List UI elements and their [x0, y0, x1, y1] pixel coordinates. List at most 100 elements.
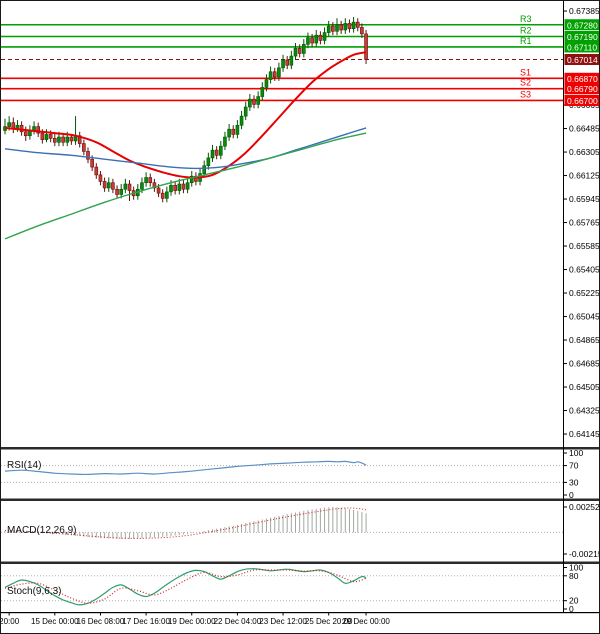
axis-box-S3 [564, 94, 599, 106]
stoch-axis-label: 20 [569, 596, 579, 606]
candle [227, 123, 231, 141]
panel-separator[interactable] [1, 498, 600, 502]
price-tick-label: 0.65945 [569, 194, 600, 204]
stoch-signal-line [4, 569, 367, 604]
candle [339, 20, 343, 34]
candle [111, 178, 115, 194]
candle [77, 131, 82, 148]
macd-axis-label: 0.002524 [569, 502, 600, 512]
time-label: 25 Dec 20:00 [304, 617, 353, 626]
pivot-label-S2: S2 [520, 78, 531, 88]
axis-box-S1-label: 0.66870 [567, 74, 598, 84]
candle [351, 16, 356, 33]
ma-slow-green [4, 132, 367, 240]
candle [194, 172, 198, 186]
price-tick-label: 0.64685 [569, 359, 600, 369]
candle [173, 181, 177, 195]
candle [98, 170, 103, 186]
candle [32, 121, 36, 135]
ma-mid-blue [4, 127, 367, 170]
candle [256, 91, 260, 109]
time-label: 15 Dec 00:00 [31, 617, 79, 626]
time-label: 29 Dec 00:00 [342, 617, 390, 626]
price-tick-label: 0.64325 [569, 406, 600, 416]
axis-box-S3-label: 0.66700 [567, 96, 598, 106]
price-tick-label: 0.64145 [569, 429, 600, 439]
price-tick-label: 0.64505 [569, 382, 600, 392]
price-tick-label: 0.66125 [569, 171, 600, 181]
candle [102, 177, 107, 192]
panel-separator[interactable] [1, 447, 600, 450]
axis-box-R2 [564, 31, 599, 43]
axis-box-current-price-label: 0.67014 [567, 55, 598, 65]
stoch-axis-label: 0 [569, 604, 574, 614]
candle [119, 184, 123, 199]
pivot-label-S1: S1 [520, 67, 531, 77]
candle [347, 19, 352, 33]
panel-separator[interactable] [1, 561, 600, 565]
candle [23, 126, 28, 141]
price-tick-label: 0.65045 [569, 312, 600, 322]
axis-box-R1-label: 0.67110 [567, 42, 597, 52]
price-tick-label: 0.67385 [569, 6, 600, 16]
candle [277, 62, 281, 81]
time-label: 22 Dec 04:00 [213, 617, 262, 626]
candle [148, 173, 153, 187]
candle [335, 18, 339, 36]
candle [11, 117, 16, 134]
candle [326, 20, 331, 37]
candle [318, 31, 323, 45]
candle [331, 22, 335, 36]
candle [239, 110, 244, 130]
candle [281, 54, 285, 72]
candle [177, 178, 182, 195]
candle [289, 50, 294, 70]
candle [3, 118, 7, 135]
candle [160, 189, 165, 203]
candle [152, 178, 157, 192]
pivot-label-S3: S3 [520, 89, 531, 99]
pivot-label-R3: R3 [520, 14, 532, 24]
price-axis[interactable]: 0.673850.666650.664850.663050.661250.659… [564, 6, 600, 439]
candle [260, 82, 265, 101]
time-axis[interactable]: 20:00 15 Dec 00:00 16 Dec 08:00 17 Dec 16:0… [0, 613, 599, 633]
rsi-axis-label: 0 [569, 490, 574, 500]
candle [210, 144, 215, 162]
axis-box-S2-label: 0.66790 [567, 84, 598, 94]
rsi-panel: 100 70 30 0 [1, 448, 583, 500]
price-tick-label: 0.65585 [569, 241, 600, 251]
time-label: 20:00 [0, 617, 20, 626]
candle [82, 139, 86, 156]
macd-indicator-label: MACD(12,26,9) [7, 525, 77, 536]
stoch-axis-label: 80 [569, 571, 579, 581]
axis-box-current-price [564, 53, 599, 65]
candle [69, 134, 74, 145]
rsi-axis-label: 70 [569, 461, 579, 471]
candle [248, 93, 252, 111]
rsi-line [4, 460, 367, 476]
candle [185, 177, 190, 194]
price-tick-label: 0.66485 [569, 124, 600, 134]
candle [86, 147, 90, 164]
candle [360, 23, 364, 38]
stoch-axis-label: 100 [569, 563, 583, 573]
price-tick-label: 0.65225 [569, 288, 600, 298]
candle [123, 178, 128, 194]
candle [165, 186, 169, 203]
candle [106, 177, 111, 192]
candle [36, 122, 41, 138]
candle [364, 29, 368, 64]
candle [223, 131, 227, 151]
rsi-axis-label: 30 [569, 477, 579, 487]
candle [214, 146, 219, 160]
price-tick-label: 0.64865 [569, 335, 600, 345]
candle [219, 140, 223, 160]
candle [235, 120, 240, 139]
candle [343, 18, 348, 34]
candle [28, 125, 32, 140]
candle [272, 67, 277, 81]
price-tick-label: 0.66305 [569, 147, 600, 157]
